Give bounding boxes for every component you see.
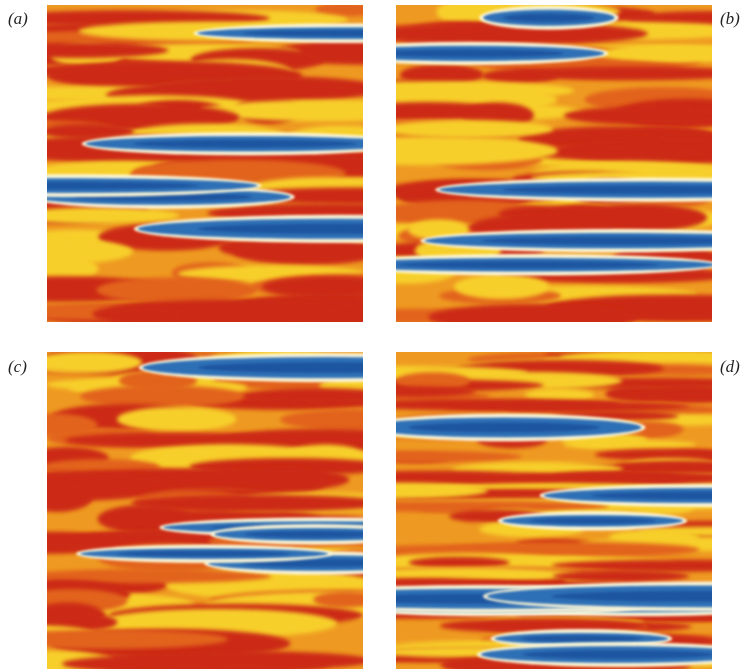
streak bbox=[47, 42, 169, 58]
streak bbox=[47, 255, 99, 282]
field-panel bbox=[396, 5, 712, 322]
streak bbox=[594, 448, 712, 461]
streak bbox=[396, 120, 554, 138]
streak bbox=[396, 567, 581, 582]
low-speed-core bbox=[408, 422, 601, 433]
streak bbox=[563, 106, 712, 126]
streak bbox=[47, 629, 229, 649]
streak bbox=[109, 305, 183, 322]
low-speed-core bbox=[244, 531, 363, 538]
streak bbox=[240, 467, 327, 495]
streak bbox=[551, 559, 712, 572]
streak bbox=[633, 389, 712, 403]
streak bbox=[47, 207, 180, 224]
streak bbox=[47, 352, 143, 374]
streak bbox=[396, 500, 610, 513]
field-panel bbox=[47, 352, 363, 669]
streak bbox=[396, 450, 523, 463]
streak bbox=[96, 277, 257, 304]
streak bbox=[454, 274, 550, 300]
streak bbox=[151, 76, 363, 102]
streak bbox=[513, 66, 712, 81]
streak bbox=[396, 386, 476, 397]
low-speed-core bbox=[502, 185, 712, 194]
field-panel bbox=[47, 5, 363, 322]
field-panel bbox=[396, 352, 712, 669]
streak bbox=[552, 570, 690, 583]
low-speed-core bbox=[198, 362, 363, 373]
streak bbox=[315, 5, 363, 17]
streak bbox=[79, 385, 245, 408]
streak bbox=[131, 651, 363, 669]
streak bbox=[482, 68, 558, 84]
low-speed-core bbox=[502, 13, 595, 22]
streak bbox=[262, 275, 363, 298]
low-speed-core bbox=[47, 181, 200, 190]
streak bbox=[233, 238, 363, 266]
streak bbox=[396, 372, 470, 391]
streak bbox=[443, 402, 690, 412]
panel-label: (d) bbox=[720, 357, 740, 376]
low-speed-core bbox=[117, 551, 291, 557]
streak bbox=[279, 408, 363, 431]
streak bbox=[396, 102, 507, 122]
low-speed-core bbox=[551, 590, 712, 602]
streak bbox=[131, 494, 363, 512]
streak bbox=[47, 482, 93, 512]
streak bbox=[313, 591, 363, 608]
low-speed-core bbox=[133, 139, 357, 148]
streak bbox=[526, 144, 704, 161]
streak bbox=[563, 439, 697, 450]
streak bbox=[408, 556, 510, 569]
streak bbox=[623, 473, 686, 484]
streak bbox=[200, 99, 363, 122]
streak bbox=[396, 136, 558, 166]
streak bbox=[47, 569, 272, 584]
low-speed-core bbox=[396, 49, 564, 58]
streak bbox=[597, 45, 712, 63]
streak bbox=[428, 303, 638, 322]
streak bbox=[396, 482, 488, 499]
panel-label: (b) bbox=[720, 9, 740, 28]
low-speed-core bbox=[397, 261, 660, 269]
streak bbox=[524, 388, 595, 402]
low-speed-core bbox=[591, 491, 712, 500]
low-speed-core bbox=[242, 30, 363, 37]
panel-label: (c) bbox=[8, 357, 27, 376]
low-speed-core bbox=[481, 236, 712, 245]
low-speed-core bbox=[520, 635, 643, 642]
streak bbox=[239, 388, 363, 405]
low-speed-core bbox=[528, 517, 656, 524]
streak bbox=[396, 470, 567, 487]
streak bbox=[116, 406, 237, 432]
low-speed-core bbox=[522, 650, 712, 659]
low-speed-core bbox=[197, 223, 363, 234]
panel-label: (a) bbox=[8, 9, 28, 28]
